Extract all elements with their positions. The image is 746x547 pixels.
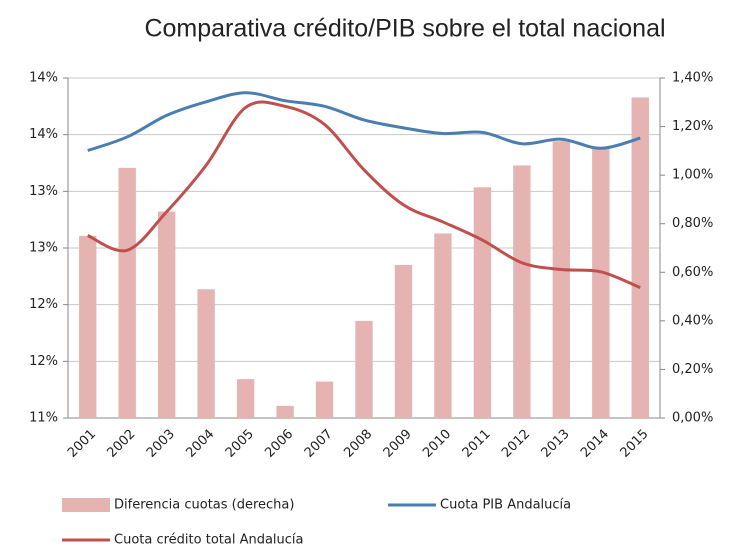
x-tick-label: 2014 (578, 427, 612, 461)
y-tick-label: 12% (29, 354, 58, 369)
bar (79, 235, 97, 418)
y-tick-label: 12% (29, 297, 58, 312)
legend-label: Cuota crédito total Andalucía (114, 533, 304, 547)
y-tick-label: 11% (29, 411, 58, 426)
chart-title: Comparativa crédito/PIB sobre el total n… (144, 15, 665, 43)
y2-tick-label: 0,00% (672, 411, 713, 426)
x-tick-label: 2009 (381, 427, 415, 461)
x-tick-label: 2005 (223, 427, 257, 461)
y2-tick-label: 1,40% (672, 71, 713, 86)
line (87, 100, 641, 290)
x-tick-label: 2006 (262, 427, 296, 461)
y2-tick-label: 0,20% (672, 362, 713, 377)
bar (157, 211, 176, 418)
x-tick-label: 2013 (539, 427, 573, 461)
x-tick-label: 2001 (65, 427, 99, 461)
bar (355, 320, 373, 418)
bar (197, 289, 215, 418)
legend-label: Diferencia cuotas (derecha) (114, 498, 294, 513)
x-tick-label: 2008 (341, 427, 375, 461)
legend-label: Cuota PIB Andalucía (440, 498, 571, 513)
bar (513, 165, 531, 418)
legend-swatch (62, 498, 110, 512)
x-tick-label: 2007 (302, 427, 336, 461)
bar (118, 167, 136, 418)
y2-tick-label: 0,60% (672, 265, 713, 280)
bar (276, 405, 294, 418)
line (87, 91, 641, 152)
bar (236, 379, 255, 418)
bar (552, 141, 571, 418)
y2-tick-label: 0,40% (672, 313, 713, 328)
bar (631, 97, 649, 418)
bar (592, 148, 610, 418)
y-tick-label: 14% (29, 71, 58, 86)
bar (473, 187, 492, 418)
x-tick-label: 2015 (618, 427, 652, 461)
x-tick-label: 2004 (183, 427, 217, 461)
y2-tick-label: 1,00% (672, 168, 713, 183)
bar (434, 233, 452, 418)
y-tick-label: 14% (29, 127, 58, 142)
bar (315, 381, 334, 418)
bar (394, 265, 413, 418)
x-tick-label: 2011 (460, 427, 494, 461)
y2-tick-label: 0,80% (672, 216, 713, 231)
y-tick-label: 13% (29, 184, 58, 199)
y-tick-label: 13% (29, 241, 58, 256)
x-tick-label: 2003 (144, 427, 178, 461)
x-tick-label: 2012 (499, 427, 533, 461)
y2-tick-label: 1,20% (672, 119, 713, 134)
x-tick-label: 2010 (420, 427, 454, 461)
x-tick-label: 2002 (104, 427, 138, 461)
